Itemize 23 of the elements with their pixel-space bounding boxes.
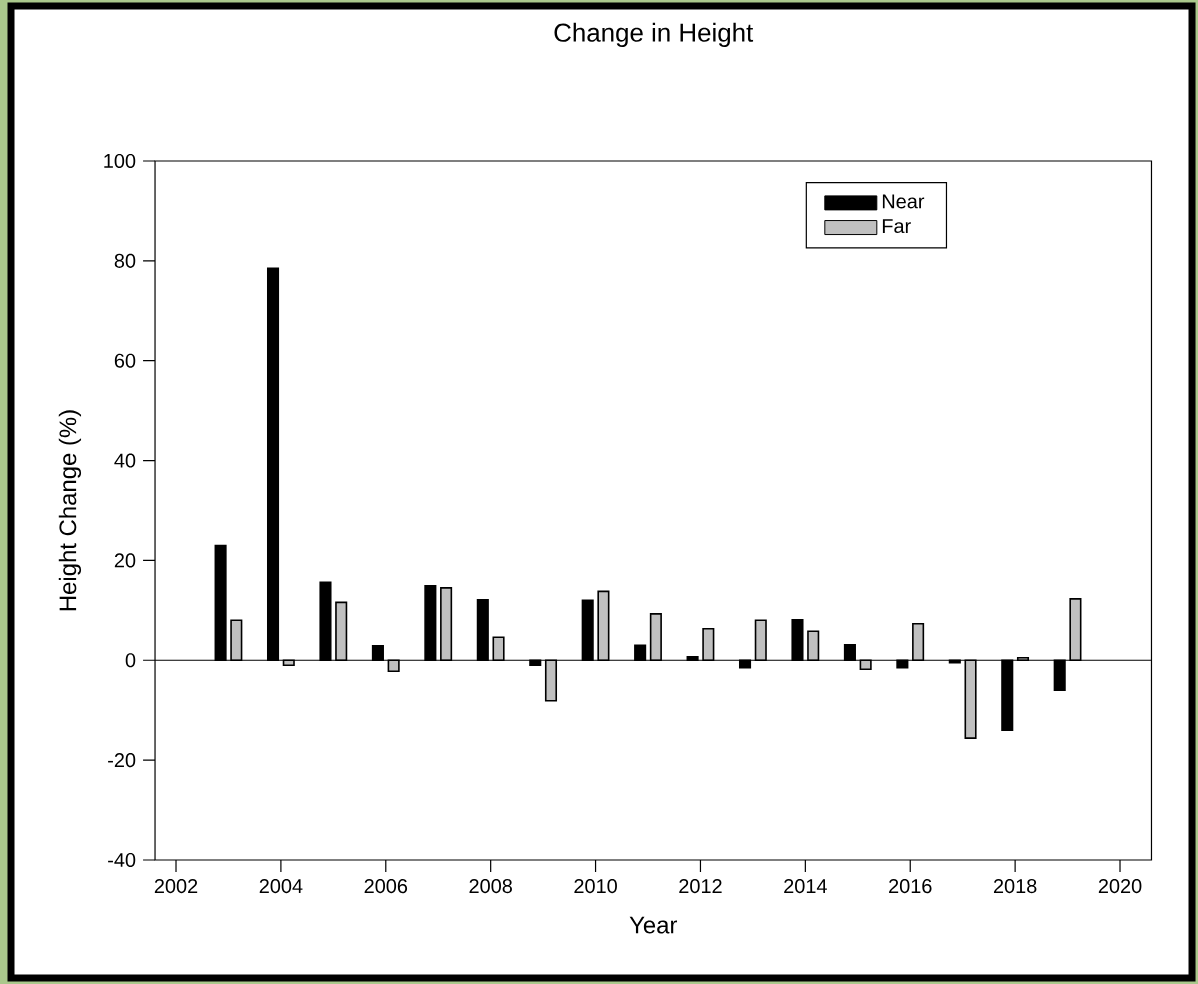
y-tick-label: 20 <box>114 553 136 568</box>
x-tick-label: 2006 <box>364 879 408 894</box>
y-tick-label: -40 <box>108 852 136 868</box>
x-tick-label: 2014 <box>784 879 827 894</box>
y-tick-label: 60 <box>114 353 136 368</box>
y-tick-label: -20 <box>108 753 136 768</box>
x-tick-label: 2008 <box>469 879 512 894</box>
y-tick-label: 0 <box>125 653 136 668</box>
x-tick-label: 2018 <box>993 879 1037 894</box>
x-tick-label: 2002 <box>154 879 198 894</box>
x-tick-label: 2010 <box>574 879 617 894</box>
x-tick-label: 2004 <box>259 879 303 894</box>
chart-title: Change in Height <box>554 22 754 47</box>
y-tick-label: 80 <box>114 253 136 268</box>
x-axis-title: Year <box>629 916 678 934</box>
legend-label: Far <box>882 219 911 234</box>
x-tick-label: 2016 <box>889 879 932 894</box>
legend-label: Near <box>882 194 925 209</box>
x-tick-label: 2012 <box>679 879 722 894</box>
x-tick-label: 2020 <box>1098 879 1142 894</box>
y-tick-label: 100 <box>104 153 136 169</box>
y-axis-title: Height Change (%) <box>58 410 82 611</box>
y-tick-label: 40 <box>114 453 136 468</box>
